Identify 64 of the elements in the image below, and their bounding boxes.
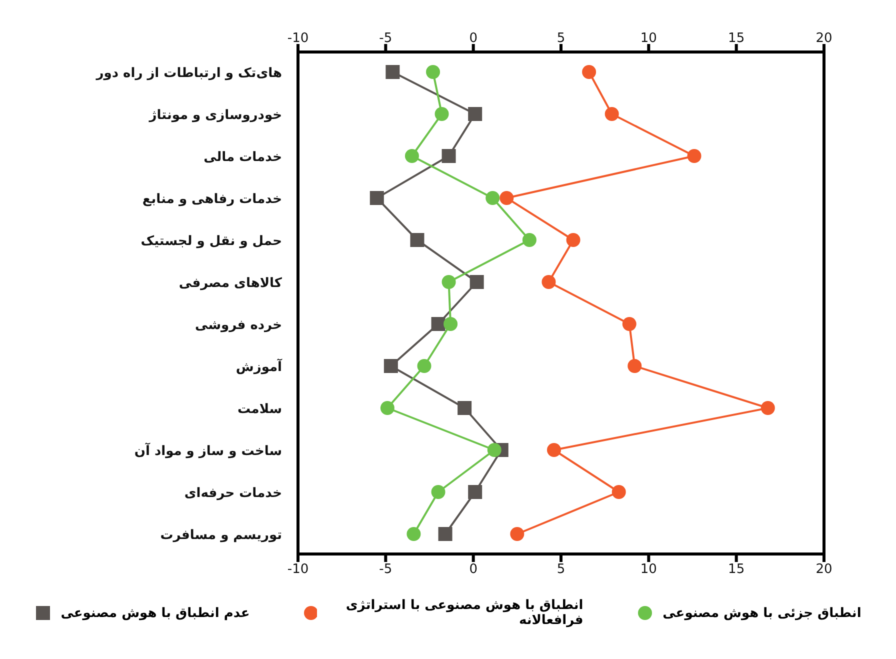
point bbox=[542, 275, 556, 289]
point bbox=[458, 401, 472, 415]
point bbox=[566, 233, 580, 247]
y-tick-label: ساخت و ساز و مواد آن bbox=[134, 442, 282, 459]
point bbox=[442, 275, 456, 289]
y-tick-label: حمل و نقل و لجستیک bbox=[140, 234, 282, 249]
x-tick-label: -10 bbox=[287, 562, 309, 578]
point bbox=[370, 191, 384, 205]
y-tick-label: خودروسازی و مونتاژ bbox=[148, 108, 282, 123]
point bbox=[426, 65, 440, 79]
point bbox=[500, 191, 514, 205]
point bbox=[468, 107, 482, 121]
x-tick-label: -5 bbox=[379, 562, 392, 578]
x-tick-label: 20 bbox=[816, 562, 832, 578]
point bbox=[468, 485, 482, 499]
y-tick-label: سلامت bbox=[238, 402, 282, 417]
x2-tick-label: 15 bbox=[728, 31, 745, 46]
point bbox=[442, 149, 456, 163]
y-tick-label: های‌تک و ارتباطات از راه دور bbox=[95, 66, 282, 81]
x2-tick-label: 20 bbox=[816, 31, 832, 46]
x2-tick-label: 10 bbox=[640, 31, 657, 46]
point bbox=[431, 485, 446, 499]
point bbox=[628, 359, 642, 373]
point bbox=[386, 65, 400, 79]
point bbox=[410, 233, 424, 247]
point bbox=[384, 359, 398, 373]
x2-tick-label: 0 bbox=[469, 31, 478, 46]
point bbox=[431, 317, 446, 331]
y-tick-label: خرده فروشی bbox=[195, 318, 282, 333]
x2-tick-label: 5 bbox=[556, 31, 566, 46]
legend-label: عدم انطباق با هوش مصنوعی bbox=[60, 606, 250, 620]
point bbox=[417, 359, 432, 373]
point bbox=[582, 65, 596, 79]
point bbox=[522, 233, 536, 247]
y-tick-label: خدمات حرفه‌ای bbox=[184, 486, 282, 501]
point bbox=[406, 527, 421, 541]
y-tick-label: خدمات مالی bbox=[204, 150, 282, 165]
legend-label: انطباق جزئی با هوش مصنوعی bbox=[662, 606, 862, 620]
x-tick-label: 15 bbox=[728, 562, 745, 578]
point bbox=[434, 107, 449, 121]
x2-tick-label: -5 bbox=[379, 31, 392, 46]
point bbox=[380, 401, 394, 415]
point bbox=[438, 527, 452, 541]
point bbox=[622, 317, 636, 331]
point bbox=[604, 107, 619, 121]
x-tick-label: 0 bbox=[469, 562, 478, 578]
point bbox=[487, 443, 502, 457]
y-tick-label: آموزش bbox=[236, 358, 283, 375]
x-tick-label: 5 bbox=[556, 562, 566, 578]
point bbox=[760, 401, 775, 415]
legend-label: انطباق با هوش مصنوعی با استراتژی فرافعالانه bbox=[344, 598, 584, 628]
x-tick-label: 10 bbox=[640, 562, 657, 578]
point bbox=[687, 149, 702, 163]
point bbox=[444, 317, 458, 331]
point bbox=[510, 527, 524, 541]
x2-tick-label: -10 bbox=[287, 31, 309, 46]
y-tick-label: توریسم و مسافرت bbox=[160, 528, 282, 543]
point bbox=[546, 443, 561, 457]
point bbox=[404, 149, 419, 163]
point bbox=[612, 485, 626, 499]
y-tick-label: خدمات رفاهی و منابع bbox=[142, 192, 282, 207]
point bbox=[486, 191, 500, 205]
point bbox=[470, 275, 484, 289]
y-tick-label: کالاهای مصرفی bbox=[178, 276, 282, 291]
